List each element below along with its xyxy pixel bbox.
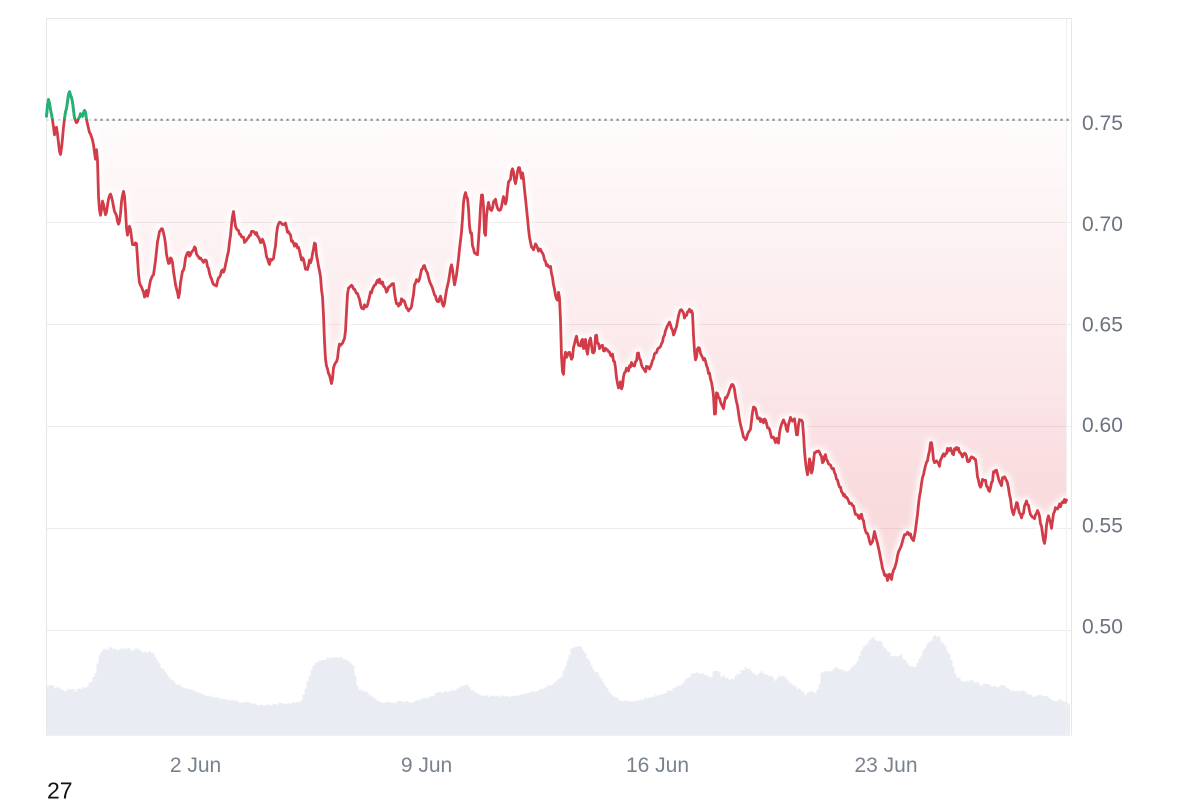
svg-text:16 Jun: 16 Jun — [626, 754, 689, 777]
svg-text:0.75: 0.75 — [1082, 112, 1123, 135]
svg-text:9 Jun: 9 Jun — [401, 754, 452, 777]
svg-text:0.60: 0.60 — [1082, 414, 1123, 437]
svg-text:0.50: 0.50 — [1082, 615, 1123, 638]
svg-text:23 Jun: 23 Jun — [854, 754, 917, 777]
svg-text:0.65: 0.65 — [1082, 313, 1123, 336]
svg-text:0.55: 0.55 — [1082, 515, 1123, 538]
svg-text:27: 27 — [47, 778, 73, 800]
svg-text:2 Jun: 2 Jun — [170, 754, 221, 777]
svg-text:0.70: 0.70 — [1082, 213, 1123, 236]
